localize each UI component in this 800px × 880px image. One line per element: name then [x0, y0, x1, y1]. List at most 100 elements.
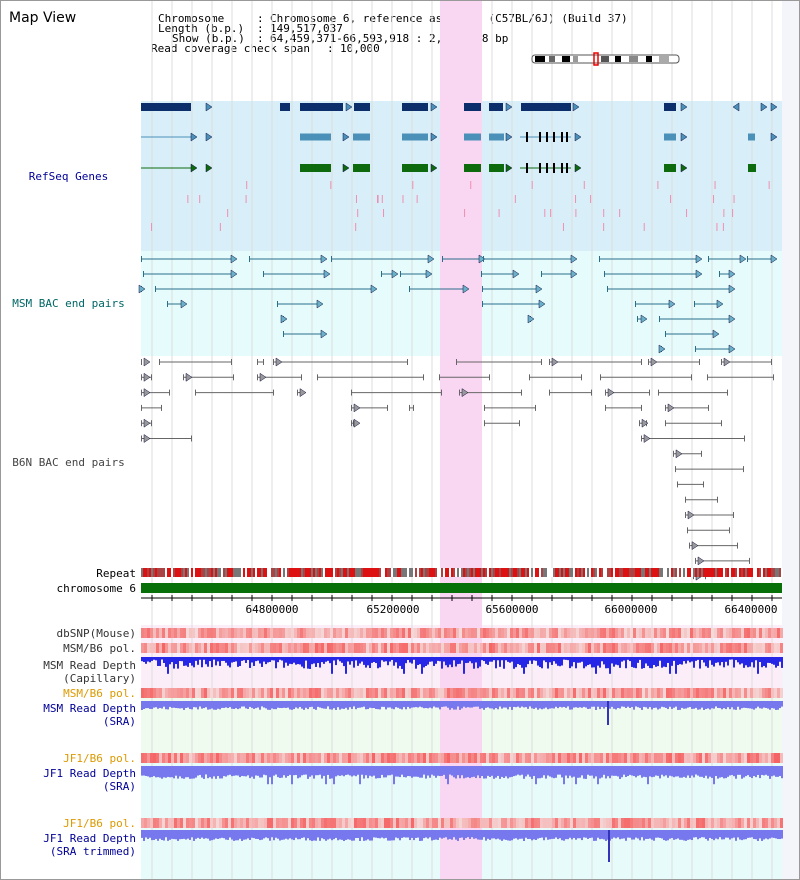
track-label-msm-depth-sra[interactable]: MSM Read Depth — [43, 702, 136, 715]
repeat-block — [339, 568, 341, 577]
polymorphism-cell — [483, 818, 486, 828]
polymorphism-cell — [171, 688, 174, 698]
b6n-bac-end — [183, 374, 184, 381]
read-depth-bar — [689, 701, 691, 708]
polymorphism-cell — [699, 643, 702, 653]
polymorphism-cell — [441, 753, 444, 763]
repeat-block — [517, 568, 519, 577]
selected-region-highlight[interactable] — [440, 1, 482, 879]
read-depth-bar — [617, 657, 619, 666]
read-depth-bar — [697, 830, 699, 840]
polymorphism-cell — [723, 753, 726, 763]
polymorphism-cell — [504, 753, 507, 763]
polymorphism-cell — [303, 643, 306, 653]
read-depth-bar — [703, 766, 705, 778]
polymorphism-cell — [426, 688, 429, 698]
read-depth-bar — [717, 701, 719, 708]
read-depth-bar — [727, 830, 729, 838]
polymorphism-cell — [174, 628, 177, 638]
track-label-msm-b6-pol-2[interactable]: MSM/B6 pol. — [63, 687, 136, 700]
msm-bac-end — [283, 331, 284, 337]
msm-bac-end — [442, 256, 443, 262]
track-label-repeat[interactable]: Repeat — [96, 567, 136, 580]
polymorphism-cell — [477, 643, 480, 653]
repeat-block — [309, 568, 311, 577]
track-label-jf1-b6-pol[interactable]: JF1/B6 pol. — [63, 752, 136, 765]
polymorphism-cell — [144, 643, 147, 653]
polymorphism-cell — [195, 753, 198, 763]
chromosome-ideogram[interactable] — [531, 52, 680, 66]
read-depth-bar — [485, 657, 487, 664]
polymorphism-cell — [624, 753, 627, 763]
polymorphism-cell — [615, 643, 618, 653]
track-label-b6n-bac[interactable]: B6N BAC end pairs — [12, 456, 125, 469]
gene-exon — [353, 133, 370, 141]
read-depth-bar — [667, 657, 669, 663]
track-label-dbsnp[interactable]: dbSNP(Mouse) — [56, 627, 136, 640]
read-depth-bar — [479, 657, 481, 667]
polymorphism-cell — [738, 643, 741, 653]
read-depth-bar — [227, 701, 229, 709]
read-depth-bar — [521, 657, 523, 668]
polymorphism-cell — [195, 643, 198, 653]
repeat-block — [713, 568, 715, 577]
read-depth-bar — [345, 701, 347, 708]
repeat-block — [495, 568, 497, 577]
repeat-block — [563, 568, 565, 577]
track-label-refseq[interactable]: RefSeq Genes — [28, 170, 109, 183]
repeat-block — [471, 568, 473, 577]
polymorphism-cell — [771, 688, 774, 698]
read-depth-bar — [511, 701, 513, 710]
read-depth-bar — [203, 830, 205, 839]
gene-exon — [489, 133, 504, 141]
read-depth-bar — [363, 830, 365, 841]
polymorphism-cell — [300, 628, 303, 638]
read-depth-bar — [765, 766, 767, 775]
read-depth-bar — [377, 657, 379, 669]
b6n-bac-end — [658, 389, 659, 396]
read-depth-bar — [721, 830, 723, 840]
polymorphism-cell — [672, 753, 675, 763]
polymorphism-cell — [180, 628, 183, 638]
polymorphism-cell — [687, 753, 690, 763]
track-label-msm-depth-cap[interactable]: MSM Read Depth — [43, 659, 136, 672]
polymorphism-cell — [351, 818, 354, 828]
read-depth-bar — [305, 766, 307, 775]
polymorphism-cell — [249, 818, 252, 828]
repeat-block — [345, 568, 347, 577]
read-depth-bar — [533, 657, 535, 661]
track-features[interactable] — [138, 102, 783, 862]
repeat-block — [361, 568, 363, 577]
read-depth-bar — [523, 766, 525, 779]
read-depth-bar — [553, 657, 555, 662]
repeat-block — [423, 568, 425, 577]
polymorphism-cell — [495, 818, 498, 828]
read-depth-bar — [203, 657, 205, 660]
read-depth-bar — [563, 830, 565, 841]
read-depth-bar — [371, 657, 373, 663]
read-depth-bar — [665, 657, 667, 668]
read-depth-bar — [757, 830, 759, 841]
read-depth-bar — [253, 766, 255, 779]
exon-tick — [546, 163, 548, 173]
polymorphism-cell — [516, 688, 519, 698]
polymorphism-cell — [315, 753, 318, 763]
track-label-chromosome[interactable]: chromosome 6 — [56, 582, 136, 595]
read-depth-bar — [431, 657, 433, 662]
read-depth-bar — [281, 701, 283, 709]
read-depth-bar — [403, 657, 405, 674]
track-label-msm-b6-pol[interactable]: MSM/B6 pol. — [63, 642, 136, 655]
track-label-jf1-depth-trim[interactable]: JF1 Read Depth — [43, 832, 136, 845]
read-depth-bar — [349, 701, 351, 708]
track-label-jf1-b6-pol-2[interactable]: JF1/B6 pol. — [63, 817, 136, 830]
track-label-msm-bac[interactable]: MSM BAC end pairs — [12, 297, 125, 310]
polymorphism-cell — [234, 818, 237, 828]
repeat-block — [171, 568, 173, 577]
polymorphism-cell — [447, 628, 450, 638]
read-depth-bar — [161, 830, 163, 841]
track-label-jf1-depth[interactable]: JF1 Read Depth — [43, 767, 136, 780]
polymorphism-cell — [171, 643, 174, 653]
polymorphism-cell — [483, 688, 486, 698]
repeat-block — [285, 568, 287, 577]
